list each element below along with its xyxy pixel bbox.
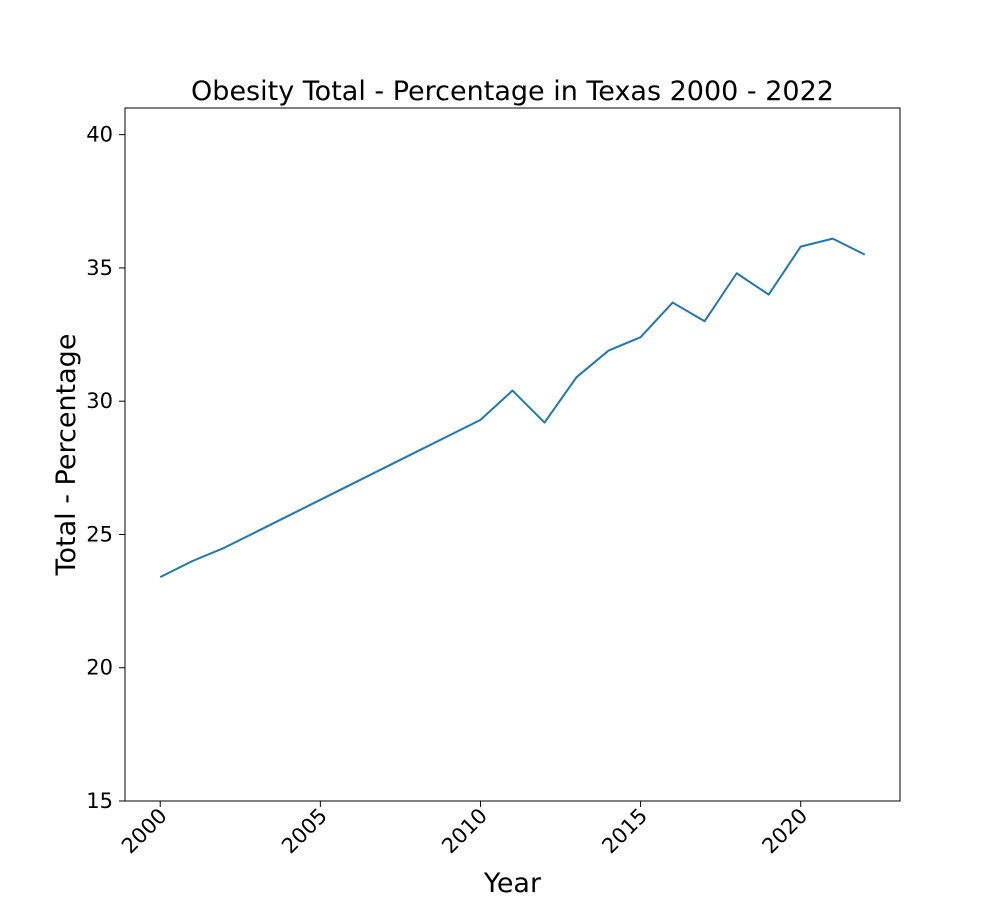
- data-point: [350, 481, 355, 486]
- plot-area: 15 20 25 30 35 40 2000 2005 2010 2015 2020: [86, 107, 901, 859]
- x-tick-label: 2020: [757, 804, 812, 859]
- x-tick-label: 2015: [597, 804, 652, 859]
- x-tick-label: 2010: [437, 804, 492, 859]
- x-tick-label: 2000: [117, 804, 172, 859]
- data-point: [542, 420, 547, 425]
- data-point: [670, 300, 675, 305]
- data-point: [158, 575, 163, 580]
- data-point: [286, 513, 291, 518]
- y-tick-label: 35: [86, 256, 113, 280]
- data-point: [318, 497, 323, 502]
- chart-title: Obesity Total - Percentage in Texas 2000…: [191, 76, 834, 107]
- data-point: [702, 319, 707, 324]
- x-tick-label: 2005: [277, 804, 332, 859]
- data-point: [734, 271, 739, 276]
- data-point: [478, 417, 483, 422]
- y-tick-label: 25: [86, 522, 113, 546]
- data-point: [830, 236, 835, 241]
- data-point: [766, 292, 771, 297]
- y-tick-label: 30: [86, 389, 113, 413]
- y-tick-label: 15: [86, 789, 113, 813]
- data-point: [382, 465, 387, 470]
- y-tick-label: 40: [86, 123, 113, 147]
- data-point: [606, 348, 611, 353]
- data-point: [222, 545, 227, 550]
- data-point: [638, 335, 643, 340]
- data-point: [798, 244, 803, 249]
- data-point: [862, 252, 867, 257]
- x-axis-label: Year: [483, 868, 542, 899]
- data-point: [190, 559, 195, 564]
- y-axis-label: Total - Percentage: [51, 334, 82, 577]
- data-point: [510, 388, 515, 393]
- plot-frame: [124, 107, 901, 802]
- data-point: [446, 433, 451, 438]
- series-line: [159, 237, 866, 579]
- data-point: [574, 375, 579, 380]
- y-tick-label: 20: [86, 656, 113, 680]
- data-point: [254, 529, 259, 534]
- data-point: [414, 449, 419, 454]
